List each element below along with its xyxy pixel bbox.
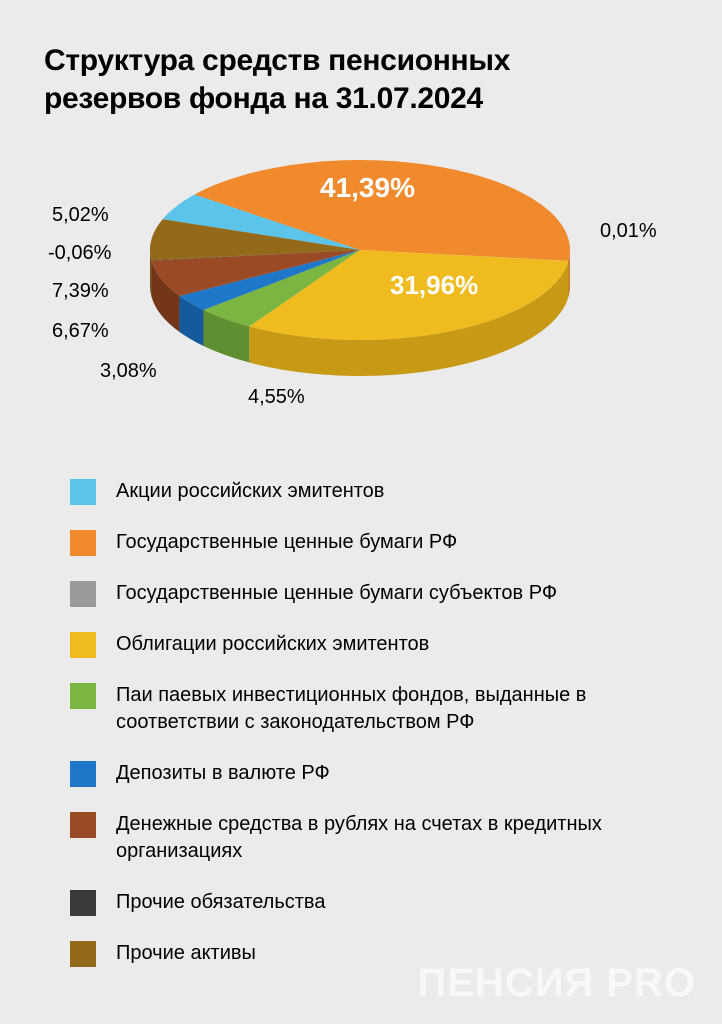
slice-label-other-liab: -0,06% (48, 242, 111, 265)
legend-label: Депозиты в валюте РФ (116, 760, 330, 787)
legend-label: Акции российских эмитентов (116, 478, 384, 505)
legend-label: Паи паевых инвестиционных фондов, выданн… (116, 682, 650, 736)
slice-label-gov-rf: 41,39% (320, 172, 415, 204)
slice-label-bonds-ru: 31,96% (390, 270, 478, 301)
legend-label: Прочие активы (116, 940, 256, 967)
legend-label: Денежные средства в рублях на счетах в к… (116, 811, 650, 865)
legend-row: Облигации российских эмитентов (70, 631, 650, 658)
legend-row: Депозиты в валюте РФ (70, 760, 650, 787)
slice-label-deposits: 3,08% (100, 360, 157, 383)
legend-label: Государственные ценные бумаги РФ (116, 529, 457, 556)
slice-label-other-asset: 7,39% (52, 280, 109, 303)
legend-swatch (70, 479, 96, 505)
slice-label-gov-sub-rf: 0,01% (600, 220, 657, 243)
legend-swatch (70, 941, 96, 967)
legend-label: Облигации российских эмитентов (116, 631, 429, 658)
legend-swatch (70, 581, 96, 607)
legend-row: Государственные ценные бумаги РФ (70, 529, 650, 556)
legend-row: Прочие обязательства (70, 889, 650, 916)
legend-label: Прочие обязательства (116, 889, 325, 916)
legend-row: Денежные средства в рублях на счетах в к… (70, 811, 650, 865)
legend-label: Государственные ценные бумаги субъектов … (116, 580, 557, 607)
legend: Акции российских эмитентов Государственны… (70, 478, 650, 991)
legend-swatch (70, 761, 96, 787)
legend-swatch (70, 632, 96, 658)
legend-row: Акции российских эмитентов (70, 478, 650, 505)
slice-label-cash-rub: 6,67% (52, 320, 109, 343)
slice-label-pif: 4,55% (248, 386, 305, 409)
pie-chart: 41,39% 31,96% 5,02% -0,06% 7,39% 6,67% 3… (0, 130, 722, 460)
page-title: Структура средств пенсионных резервов фо… (44, 42, 644, 117)
legend-swatch (70, 812, 96, 838)
slice-label-stocks-ru: 5,02% (52, 204, 109, 227)
legend-row: Государственные ценные бумаги субъектов … (70, 580, 650, 607)
legend-row: Паи паевых инвестиционных фондов, выданн… (70, 682, 650, 736)
legend-swatch (70, 683, 96, 709)
watermark: ПЕНСИЯ PRO (418, 961, 697, 1006)
legend-swatch (70, 890, 96, 916)
legend-swatch (70, 530, 96, 556)
